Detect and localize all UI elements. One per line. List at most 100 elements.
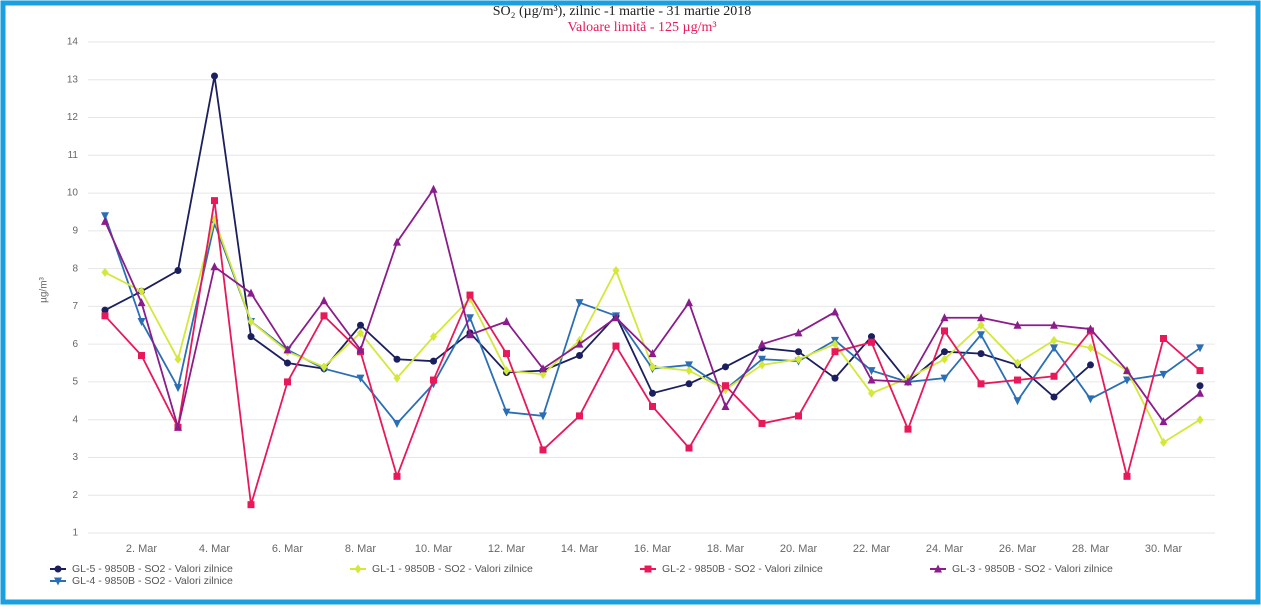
data-point xyxy=(612,266,620,276)
data-point xyxy=(320,312,328,320)
data-point xyxy=(1087,343,1094,353)
data-point xyxy=(904,425,912,433)
data-point xyxy=(174,267,182,275)
y-tick-label: 8 xyxy=(72,263,78,274)
data-point xyxy=(868,338,875,346)
x-tick-label: 30. Mar xyxy=(1145,543,1183,555)
data-point xyxy=(941,354,948,364)
data-point xyxy=(247,333,255,341)
data-point xyxy=(1160,437,1167,447)
legend-marker xyxy=(54,577,62,586)
legend-label: GL-1 - 9850B - SO2 - Valori zilnice xyxy=(372,563,533,575)
data-point xyxy=(137,298,146,307)
data-point xyxy=(795,348,802,356)
data-point xyxy=(539,446,547,454)
data-point xyxy=(831,307,839,316)
data-point xyxy=(466,291,474,299)
data-point xyxy=(1014,376,1021,384)
data-point xyxy=(320,296,328,305)
data-point xyxy=(283,345,292,354)
data-point xyxy=(430,376,437,384)
data-point xyxy=(831,339,839,349)
data-point xyxy=(101,312,109,320)
data-point xyxy=(466,314,474,323)
data-point xyxy=(868,333,875,341)
data-point xyxy=(1159,417,1168,426)
data-point xyxy=(1196,344,1204,353)
y-tick-label: 5 xyxy=(72,377,78,388)
x-tick-label: 20. Mar xyxy=(780,543,818,555)
data-point xyxy=(575,299,584,308)
data-point xyxy=(211,197,218,205)
data-point xyxy=(393,472,401,480)
data-point xyxy=(758,355,766,364)
data-point xyxy=(101,267,109,277)
data-point xyxy=(101,212,109,221)
data-point xyxy=(138,286,145,296)
data-point xyxy=(794,328,803,337)
x-tick-label: 10. Mar xyxy=(415,543,453,555)
data-point xyxy=(977,331,985,340)
data-point xyxy=(174,384,182,393)
y-tick-label: 13 xyxy=(67,74,79,85)
data-point xyxy=(138,351,145,359)
data-point xyxy=(539,364,547,373)
data-point xyxy=(393,373,401,383)
y-tick-label: 9 xyxy=(72,225,78,236)
data-point xyxy=(685,444,693,452)
data-point xyxy=(758,339,766,348)
data-point xyxy=(1123,472,1131,480)
data-point xyxy=(466,330,474,339)
data-point xyxy=(502,408,511,417)
x-tick-label: 8. Mar xyxy=(345,543,377,555)
data-point xyxy=(977,313,985,322)
data-point xyxy=(941,327,948,335)
data-point xyxy=(721,401,730,410)
data-point xyxy=(539,412,547,421)
legend-label: GL-2 - 9850B - SO2 - Valori zilnice xyxy=(662,563,823,575)
data-point xyxy=(576,412,583,420)
data-point xyxy=(247,316,255,326)
data-point xyxy=(101,216,109,225)
data-point xyxy=(1196,382,1204,390)
data-point xyxy=(867,375,876,384)
x-tick-label: 4. Mar xyxy=(199,543,231,555)
legend-label: GL-3 - 9850B - SO2 - Valori zilnice xyxy=(952,563,1113,575)
y-tick-label: 4 xyxy=(72,414,78,425)
legend-label: GL-5 - 9850B - SO2 - Valori zilnice xyxy=(72,563,233,575)
data-point xyxy=(137,317,146,326)
x-tick-label: 12. Mar xyxy=(488,543,526,555)
x-tick-label: 26. Mar xyxy=(999,543,1037,555)
data-point xyxy=(831,348,839,356)
data-point xyxy=(977,320,985,330)
data-point xyxy=(831,374,839,382)
data-point xyxy=(685,361,693,370)
data-point xyxy=(502,316,511,325)
data-point xyxy=(576,351,583,359)
y-tick-label: 1 xyxy=(72,528,78,539)
data-point xyxy=(649,362,656,372)
data-point xyxy=(1086,395,1095,404)
data-point xyxy=(1159,370,1168,379)
data-point xyxy=(1123,366,1131,375)
x-tick-label: 22. Mar xyxy=(853,543,891,555)
chart-title: SO₂ (µg/m³), zilnic -1 martie - 31 marti… xyxy=(493,4,752,19)
x-tick-label: 28. Mar xyxy=(1072,543,1110,555)
data-point xyxy=(1013,397,1022,406)
data-point xyxy=(1086,324,1095,333)
data-point xyxy=(393,237,401,246)
data-point xyxy=(904,377,912,386)
x-tick-label: 16. Mar xyxy=(634,543,672,555)
data-point xyxy=(284,359,291,367)
y-axis-label: µg/m³ xyxy=(39,276,50,302)
data-point xyxy=(940,374,949,383)
y-tick-label: 14 xyxy=(67,37,79,48)
data-point xyxy=(1013,320,1022,329)
data-point xyxy=(722,382,729,390)
data-point xyxy=(612,313,620,322)
legend-marker xyxy=(354,564,362,574)
data-point xyxy=(941,348,948,356)
data-point xyxy=(685,298,693,307)
